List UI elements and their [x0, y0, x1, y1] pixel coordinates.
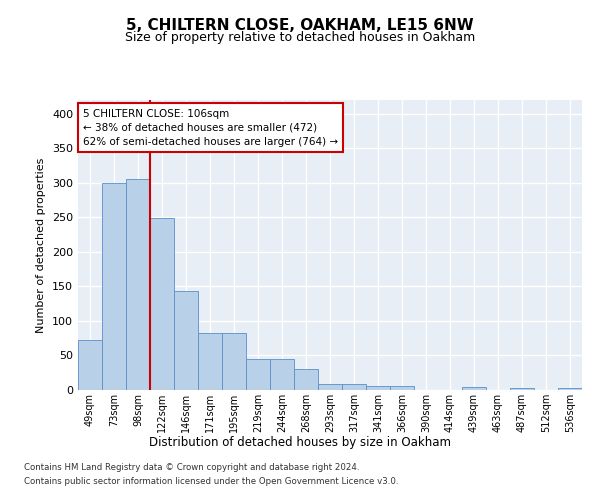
- Bar: [510, 388, 534, 390]
- Bar: [246, 359, 270, 390]
- Text: Size of property relative to detached houses in Oakham: Size of property relative to detached ho…: [125, 31, 475, 44]
- Bar: [102, 183, 126, 390]
- Bar: [318, 384, 342, 390]
- Text: 5 CHILTERN CLOSE: 106sqm
← 38% of detached houses are smaller (472)
62% of semi-: 5 CHILTERN CLOSE: 106sqm ← 38% of detach…: [83, 108, 338, 146]
- Text: Distribution of detached houses by size in Oakham: Distribution of detached houses by size …: [149, 436, 451, 449]
- Bar: [294, 368, 318, 390]
- Bar: [366, 386, 390, 390]
- Bar: [174, 290, 198, 390]
- Bar: [78, 340, 102, 390]
- Bar: [198, 332, 222, 390]
- Bar: [558, 388, 582, 390]
- Bar: [270, 359, 294, 390]
- Text: 5, CHILTERN CLOSE, OAKHAM, LE15 6NW: 5, CHILTERN CLOSE, OAKHAM, LE15 6NW: [126, 18, 474, 32]
- Bar: [342, 384, 366, 390]
- Bar: [390, 386, 414, 390]
- Bar: [150, 218, 174, 390]
- Bar: [126, 180, 150, 390]
- Y-axis label: Number of detached properties: Number of detached properties: [37, 158, 46, 332]
- Bar: [462, 387, 486, 390]
- Text: Contains HM Land Registry data © Crown copyright and database right 2024.: Contains HM Land Registry data © Crown c…: [24, 464, 359, 472]
- Bar: [222, 332, 246, 390]
- Text: Contains public sector information licensed under the Open Government Licence v3: Contains public sector information licen…: [24, 477, 398, 486]
